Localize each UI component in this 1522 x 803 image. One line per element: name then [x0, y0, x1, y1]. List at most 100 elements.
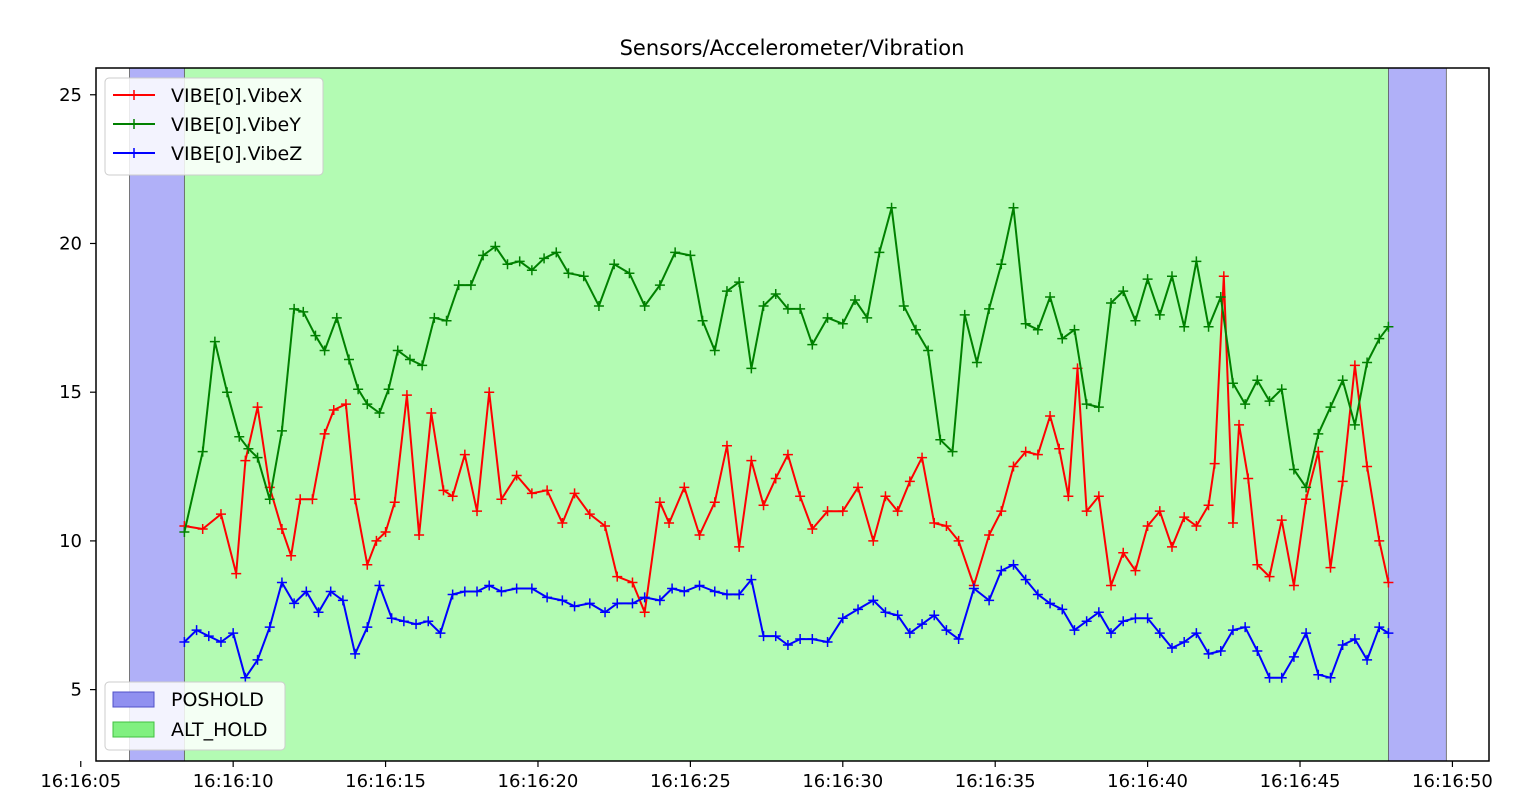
data-point-vibe-0-vibey: [822, 312, 833, 323]
series-legend-box: [104, 77, 324, 176]
data-point-vibe-0-vibey: [935, 434, 946, 445]
legend-label-poshold: POSHOLD: [171, 689, 264, 711]
data-point-vibe-0-vibex: [401, 390, 412, 401]
data-point-vibe-0-vibez: [542, 592, 553, 603]
data-point-vibe-0-vibex: [414, 529, 425, 540]
legend-label-alt-hold: ALT_HOLD: [171, 719, 268, 741]
data-point-vibe-0-vibex: [1288, 580, 1299, 591]
data-point-vibe-0-vibex: [1081, 506, 1092, 517]
data-point-vibe-0-vibex: [307, 494, 318, 505]
data-point-vibe-0-vibez: [627, 598, 638, 609]
data-point-vibe-0-vibey: [654, 280, 665, 291]
data-point-vibe-0-vibey: [898, 300, 909, 311]
series-line-vibe-0-vibex: [184, 275, 1390, 614]
x-tick-label: 16:16:10: [193, 771, 274, 792]
data-point-vibe-0-vibez: [694, 580, 705, 591]
data-point-vibe-0-vibey: [886, 202, 897, 213]
data-point-vibe-0-vibey: [624, 268, 635, 279]
data-point-vibe-0-vibex: [984, 529, 995, 540]
data-point-vibe-0-vibex: [1209, 458, 1220, 469]
data-point-vibe-0-vibex: [709, 497, 720, 508]
data-point-vibe-0-vibex: [929, 518, 940, 529]
data-point-vibe-0-vibey: [697, 315, 708, 326]
data-point-vibe-0-vibey: [197, 446, 208, 457]
data-point-vibe-0-vibey: [1288, 464, 1299, 475]
data-point-vibe-0-vibex: [664, 518, 675, 529]
data-point-vibe-0-vibez: [1166, 642, 1177, 653]
data-point-vibe-0-vibey: [179, 526, 190, 537]
data-point-vibe-0-vibex: [1276, 515, 1287, 526]
data-point-vibe-0-vibez: [511, 583, 522, 594]
data-point-vibe-0-vibez: [289, 598, 300, 609]
data-point-vibe-0-vibex: [484, 387, 495, 398]
data-point-vibe-0-vibex: [1301, 494, 1312, 505]
data-point-vibe-0-vibex: [340, 399, 351, 410]
data-point-vibe-0-vibez: [1264, 672, 1275, 683]
data-point-vibe-0-vibez: [746, 574, 757, 585]
data-point-vibe-0-vibey: [685, 250, 696, 261]
data-point-vibe-0-vibez: [968, 583, 979, 594]
data-point-vibe-0-vibey: [404, 354, 415, 365]
data-point-vibe-0-vibez: [584, 598, 595, 609]
data-point-vibe-0-vibez: [880, 607, 891, 618]
data-point-vibe-0-vibey: [310, 330, 321, 341]
data-point-vibe-0-vibez: [1069, 625, 1080, 636]
data-point-vibe-0-vibex: [1106, 580, 1117, 591]
data-point-vibe-0-vibex: [1191, 521, 1202, 532]
data-point-vibe-0-vibez: [203, 631, 214, 642]
data-point-vibe-0-vibey: [1142, 274, 1153, 285]
data-point-vibe-0-vibex: [584, 509, 595, 520]
data-point-vibe-0-vibey: [1020, 318, 1031, 329]
data-point-vibe-0-vibez: [1383, 628, 1394, 639]
data-point-vibe-0-vibex: [389, 497, 400, 508]
data-point-vibe-0-vibez: [612, 598, 623, 609]
data-point-vibe-0-vibey: [514, 256, 525, 267]
data-point-vibe-0-vibez: [557, 595, 568, 606]
data-point-vibe-0-vibez: [1313, 669, 1324, 680]
data-point-vibe-0-vibex: [1032, 449, 1043, 460]
data-point-vibe-0-vibex: [371, 535, 382, 546]
data-point-vibe-0-vibey: [441, 315, 452, 326]
data-point-vibe-0-vibez: [904, 628, 915, 639]
data-point-vibe-0-vibez: [734, 589, 745, 600]
y-axis: 5 10 15 20 25: [59, 85, 96, 701]
data-point-vibe-0-vibey: [862, 312, 873, 323]
data-point-vibe-0-vibez: [496, 586, 507, 597]
data-point-vibe-0-vibez: [228, 628, 239, 639]
data-point-vibe-0-vibey: [417, 360, 428, 371]
data-point-vibe-0-vibez: [1215, 645, 1226, 656]
legend-marker-vibe-0-vibey: [129, 119, 139, 129]
data-point-vibe-0-vibez: [996, 565, 1007, 576]
data-point-vibe-0-vibey: [795, 303, 806, 314]
data-point-vibe-0-vibey: [971, 357, 982, 368]
data-point-vibe-0-vibez: [770, 631, 781, 642]
data-point-vibe-0-vibez: [423, 616, 434, 627]
data-point-vibe-0-vibez: [892, 610, 903, 621]
data-point-vibe-0-vibey: [383, 384, 394, 395]
data-point-vibe-0-vibez: [1081, 616, 1092, 627]
plot-frame: [95, 67, 1490, 762]
data-point-vibe-0-vibey: [362, 399, 373, 410]
data-point-vibe-0-vibey: [1362, 357, 1373, 368]
x-tick-label: 16:16:25: [650, 771, 731, 792]
data-point-vibe-0-vibez: [1057, 604, 1068, 615]
data-point-vibe-0-vibez: [1240, 622, 1251, 633]
data-point-vibe-0-vibey: [1106, 297, 1117, 308]
data-point-vibe-0-vibey: [353, 384, 364, 395]
data-point-vibe-0-vibex: [837, 506, 848, 517]
data-point-vibe-0-vibex: [276, 524, 287, 535]
x-tick-label: 16:16:30: [802, 771, 883, 792]
data-point-vibe-0-vibez: [484, 580, 495, 591]
x-axis: 16:16:05 16:16:10 16:16:15 16:16:20 16:16:25…: [40, 761, 1493, 792]
data-point-vibe-0-vibex: [1383, 577, 1394, 588]
data-point-vibe-0-vibey: [1130, 315, 1141, 326]
data-point-vibe-0-vibez: [1154, 628, 1165, 639]
data-point-vibe-0-vibey: [243, 443, 254, 454]
data-point-vibe-0-vibey: [758, 300, 769, 311]
data-point-vibe-0-vibex: [438, 485, 449, 496]
data-point-vibe-0-vibex: [1020, 446, 1031, 457]
data-point-vibe-0-vibey: [343, 354, 354, 365]
data-point-vibe-0-vibez: [398, 616, 409, 627]
data-point-vibe-0-vibex: [746, 455, 757, 466]
data-point-vibe-0-vibex: [600, 521, 611, 532]
